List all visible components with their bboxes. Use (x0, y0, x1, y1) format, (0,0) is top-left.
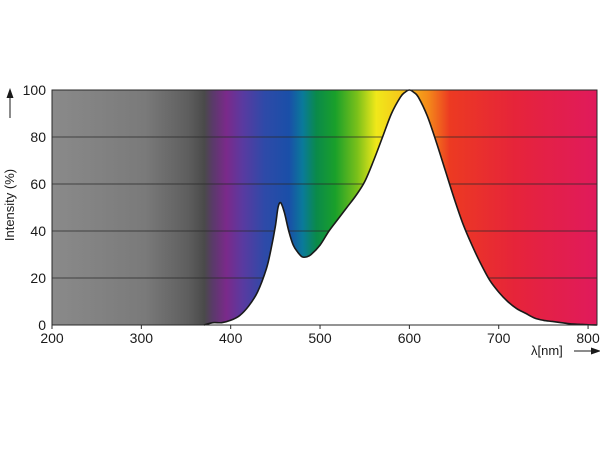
x-tick-label-400: 400 (219, 330, 243, 346)
y-axis-label: Intensity (%) (2, 169, 17, 241)
grid (52, 136, 597, 279)
x-axis-label: λ[nm] (531, 343, 563, 358)
y-tick-label-80: 80 (30, 129, 46, 145)
spectrum-curve (203, 89, 598, 326)
x-tick-label-300: 300 (130, 330, 154, 346)
y-tick-label-0: 0 (38, 317, 46, 333)
spectrum-area (203, 90, 597, 325)
y-tick-label-100: 100 (23, 82, 47, 98)
x-tick-label-800: 800 (576, 330, 600, 346)
x-axis-ticks: 200 300 400 500 600 700 800 (40, 325, 600, 346)
y-axis-arrow (6, 88, 14, 118)
x-tick-label-200: 200 (40, 330, 64, 346)
x-axis-arrow (574, 347, 600, 355)
x-tick-label-700: 700 (487, 330, 511, 346)
y-tick-label-40: 40 (30, 223, 46, 239)
x-tick-label-600: 600 (398, 330, 422, 346)
y-tick-label-20: 20 (30, 270, 46, 286)
plot-border (51, 89, 598, 326)
x-tick-label-500: 500 (308, 330, 332, 346)
y-axis-ticks: 0 20 40 60 80 100 (23, 82, 47, 333)
y-tick-label-60: 60 (30, 176, 46, 192)
